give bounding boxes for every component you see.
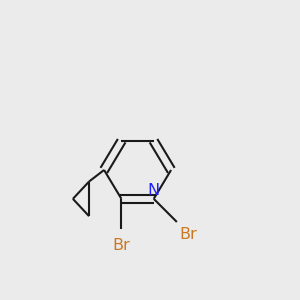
Text: Br: Br	[112, 238, 130, 253]
Text: Br: Br	[179, 226, 197, 242]
Text: N: N	[148, 183, 160, 198]
